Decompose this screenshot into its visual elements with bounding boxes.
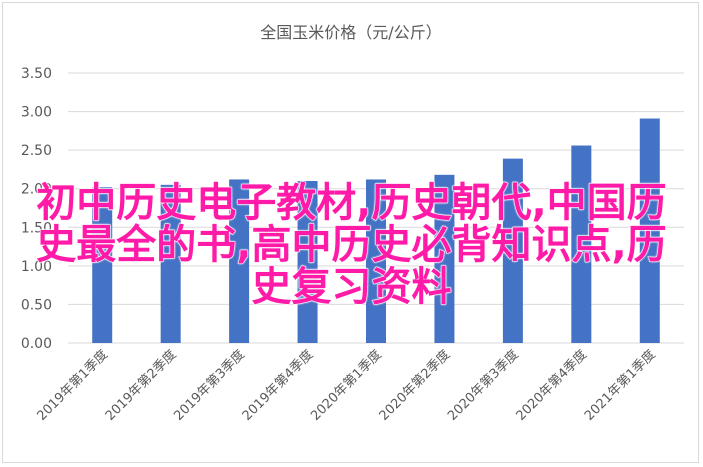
chart-title: 全国玉米价格（元/公斤） [260, 23, 441, 42]
x-tick-label: 2019年第1季度 [34, 347, 111, 424]
x-tick-label: 2020年第4季度 [513, 347, 590, 424]
watermark-line-2: 史最全的书,高中历史必背知识点,历 [36, 222, 667, 269]
y-tick-label: 1.00 [21, 259, 52, 275]
chart-frame [2, 2, 699, 463]
y-tick-label: 2.50 [21, 143, 52, 159]
bars [92, 118, 660, 343]
y-tick-label: 2.00 [21, 182, 52, 198]
y-tick-label: 0.00 [21, 336, 52, 352]
y-axis-ticks: 0.00 0.50 1.00 1.50 2.00 2.50 3.00 3.50 [21, 66, 52, 352]
y-tick-label: 1.50 [21, 220, 52, 236]
bar [160, 184, 181, 343]
x-tick-label: 2020年第2季度 [376, 347, 453, 424]
bar [571, 145, 592, 343]
watermark-line-3: 史复习资料 [251, 264, 452, 311]
y-tick-label: 0.50 [21, 297, 52, 313]
bar [297, 181, 318, 343]
watermark-line-1: 初中历史电子教材,历史朝代,中国历 [36, 180, 667, 227]
y-tick-label: 3.50 [21, 66, 52, 82]
x-tick-label: 2020年第1季度 [307, 347, 384, 424]
bar [92, 187, 113, 343]
x-tick-label: 2019年第4季度 [239, 347, 316, 424]
bar [502, 158, 523, 343]
bar [366, 179, 386, 343]
bar [434, 174, 455, 343]
x-tick-label: 2020年第3季度 [444, 347, 521, 424]
bar [639, 118, 660, 343]
y-tick-label: 3.00 [21, 105, 52, 121]
bar [229, 179, 250, 343]
x-axis-ticks: 2019年第1季度2019年第2季度2019年第3季度2019年第4季度2020… [34, 347, 659, 424]
x-tick-label: 2019年第3季度 [171, 347, 248, 424]
x-tick-label: 2021年第1季度 [581, 347, 658, 424]
x-tick-label: 2019年第2季度 [102, 347, 179, 424]
